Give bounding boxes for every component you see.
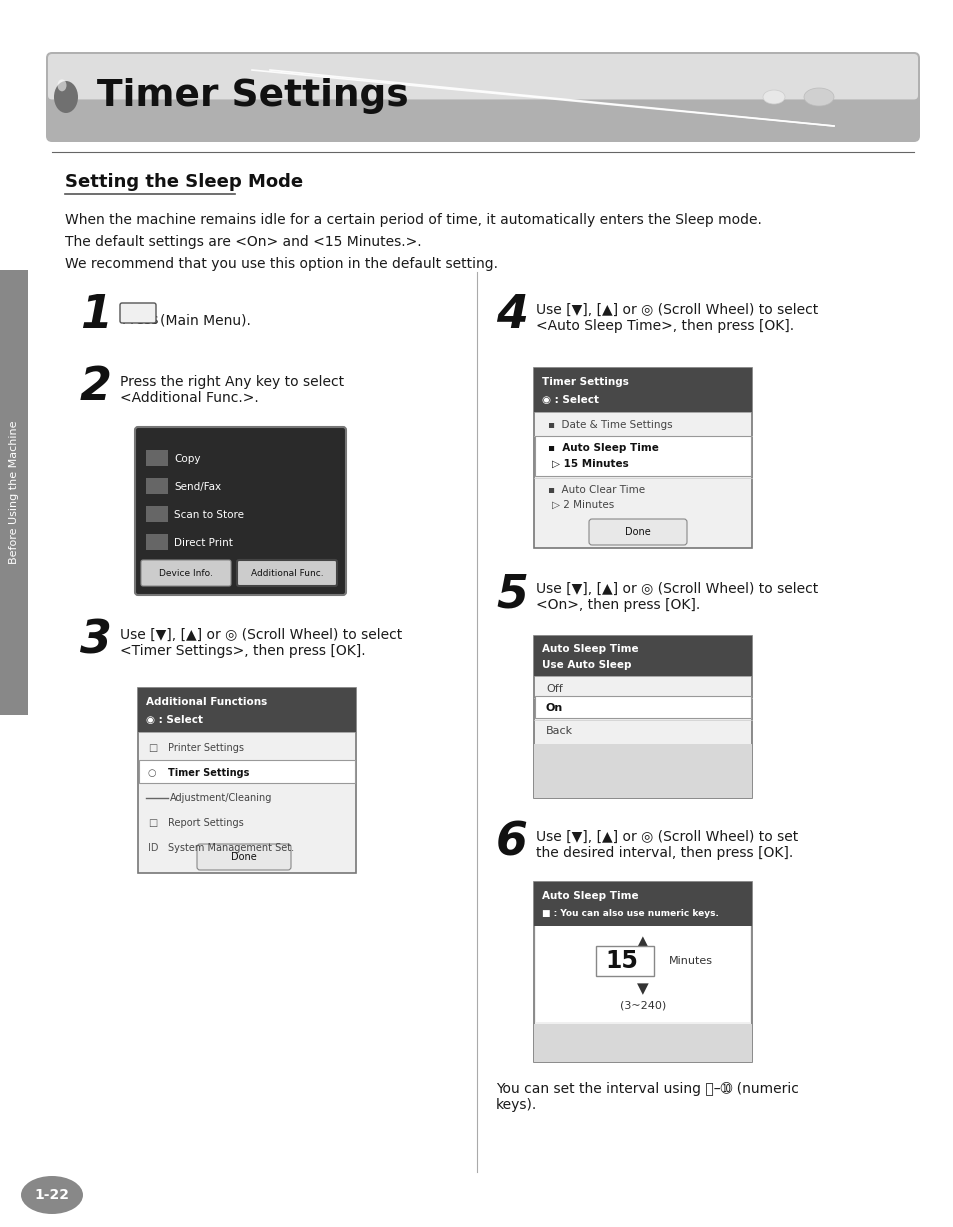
Text: Auto Sleep Time: Auto Sleep Time: [541, 891, 638, 901]
Text: Device Info.: Device Info.: [159, 568, 213, 578]
Bar: [138, 688, 355, 733]
Text: When the machine remains idle for a certain period of time, it automatically ent: When the machine remains idle for a cert…: [65, 213, 761, 227]
Text: Timer Settings: Timer Settings: [97, 79, 408, 114]
Bar: [0, 270, 28, 715]
Text: Timer Settings: Timer Settings: [168, 768, 249, 778]
Text: Use Auto Sleep: Use Auto Sleep: [541, 660, 631, 670]
Bar: [534, 368, 751, 548]
Text: 2: 2: [80, 364, 112, 410]
FancyBboxPatch shape: [120, 303, 156, 323]
Text: 3: 3: [80, 618, 112, 663]
Text: ▼: ▼: [637, 982, 648, 996]
Text: 15: 15: [605, 948, 638, 973]
Bar: [534, 636, 751, 798]
Bar: [146, 534, 168, 550]
Text: Auto Sleep Time: Auto Sleep Time: [541, 644, 638, 654]
Text: ▪  Auto Sleep Time: ▪ Auto Sleep Time: [547, 443, 659, 453]
Text: Copy: Copy: [173, 454, 200, 464]
Bar: [536, 926, 749, 1022]
Text: □: □: [148, 818, 157, 828]
Text: ▪  Date & Time Settings: ▪ Date & Time Settings: [547, 420, 672, 429]
Bar: [534, 636, 751, 676]
Bar: [139, 760, 355, 783]
Ellipse shape: [54, 81, 78, 113]
Text: (Main Menu).: (Main Menu).: [160, 313, 251, 328]
Text: Use [▼], [▲] or ◎ (Scroll Wheel) to select
<Timer Settings>, then press [OK].: Use [▼], [▲] or ◎ (Scroll Wheel) to sele…: [120, 628, 402, 658]
Text: □: □: [148, 744, 157, 753]
Text: Press the right Any key to select
<Additional Func.>.: Press the right Any key to select <Addit…: [120, 375, 344, 405]
Text: (3~240): (3~240): [619, 1001, 665, 1011]
Bar: [146, 450, 168, 466]
Text: Use [▼], [▲] or ◎ (Scroll Wheel) to set
the desired interval, then press [OK].: Use [▼], [▲] or ◎ (Scroll Wheel) to set …: [536, 829, 798, 860]
FancyBboxPatch shape: [236, 560, 336, 587]
Bar: [534, 744, 751, 798]
Text: Report Settings: Report Settings: [168, 818, 244, 828]
Text: Timer Settings: Timer Settings: [541, 377, 628, 387]
Ellipse shape: [57, 80, 67, 91]
Text: Additional Functions: Additional Functions: [146, 697, 267, 707]
Bar: [534, 1025, 751, 1063]
Text: 6: 6: [496, 820, 527, 865]
Text: ▷ 15 Minutes: ▷ 15 Minutes: [552, 459, 628, 469]
Text: ◉ : Select: ◉ : Select: [146, 715, 203, 725]
Text: Direct Print: Direct Print: [173, 537, 233, 548]
FancyBboxPatch shape: [196, 844, 291, 870]
Ellipse shape: [762, 90, 784, 104]
FancyBboxPatch shape: [46, 52, 919, 142]
Bar: [534, 882, 751, 926]
Text: ▲: ▲: [637, 935, 648, 950]
Text: Setting the Sleep Mode: Setting the Sleep Mode: [65, 173, 303, 191]
Ellipse shape: [21, 1175, 83, 1214]
Bar: [146, 479, 168, 494]
Text: 1: 1: [80, 293, 112, 337]
Bar: [534, 882, 751, 1063]
Text: Adjustment/Cleaning: Adjustment/Cleaning: [170, 793, 273, 802]
Text: Use [▼], [▲] or ◎ (Scroll Wheel) to select
<On>, then press [OK].: Use [▼], [▲] or ◎ (Scroll Wheel) to sele…: [536, 582, 818, 612]
Text: ▪  Auto Clear Time: ▪ Auto Clear Time: [547, 485, 644, 494]
Text: Use [▼], [▲] or ◎ (Scroll Wheel) to select
<Auto Sleep Time>, then press [OK].: Use [▼], [▲] or ◎ (Scroll Wheel) to sele…: [536, 303, 818, 334]
Text: Additional Func.: Additional Func.: [251, 568, 323, 578]
Text: Done: Done: [624, 528, 650, 537]
Text: 4: 4: [496, 293, 527, 337]
Text: 1-22: 1-22: [34, 1188, 70, 1202]
Text: Scan to Store: Scan to Store: [173, 510, 244, 520]
Bar: [535, 696, 750, 718]
Text: Off: Off: [545, 683, 562, 694]
Text: System Management Set.: System Management Set.: [168, 843, 294, 853]
Text: Minutes: Minutes: [668, 956, 712, 966]
Text: Press: Press: [122, 313, 163, 328]
FancyBboxPatch shape: [48, 54, 917, 99]
FancyBboxPatch shape: [141, 560, 231, 587]
Text: The default settings are <On> and <15 Minutes.>.: The default settings are <On> and <15 Mi…: [65, 236, 421, 249]
Bar: [596, 946, 654, 975]
Bar: [146, 506, 168, 521]
Text: Back: Back: [545, 726, 573, 736]
Text: ▷ 2 Minutes: ▷ 2 Minutes: [552, 499, 614, 510]
Text: You can set the interval using ⓪–➉ (numeric
keys).: You can set the interval using ⓪–➉ (nume…: [496, 1082, 798, 1112]
Text: We recommend that you use this option in the default setting.: We recommend that you use this option in…: [65, 256, 497, 271]
Text: ○: ○: [148, 768, 156, 778]
Bar: [535, 436, 750, 476]
Text: ◉ : Select: ◉ : Select: [541, 395, 598, 405]
Ellipse shape: [803, 88, 833, 106]
Bar: [534, 368, 751, 412]
Text: ID: ID: [148, 843, 158, 853]
Text: 5: 5: [496, 572, 527, 617]
Text: Done: Done: [231, 852, 256, 863]
FancyBboxPatch shape: [588, 519, 686, 545]
Text: Before Using the Machine: Before Using the Machine: [9, 421, 19, 563]
FancyBboxPatch shape: [135, 427, 346, 595]
Text: Send/Fax: Send/Fax: [173, 482, 221, 492]
Text: On: On: [545, 703, 562, 713]
Text: ■ : You can also use numeric keys.: ■ : You can also use numeric keys.: [541, 909, 719, 919]
Bar: [138, 688, 355, 872]
Text: Printer Settings: Printer Settings: [168, 744, 244, 753]
